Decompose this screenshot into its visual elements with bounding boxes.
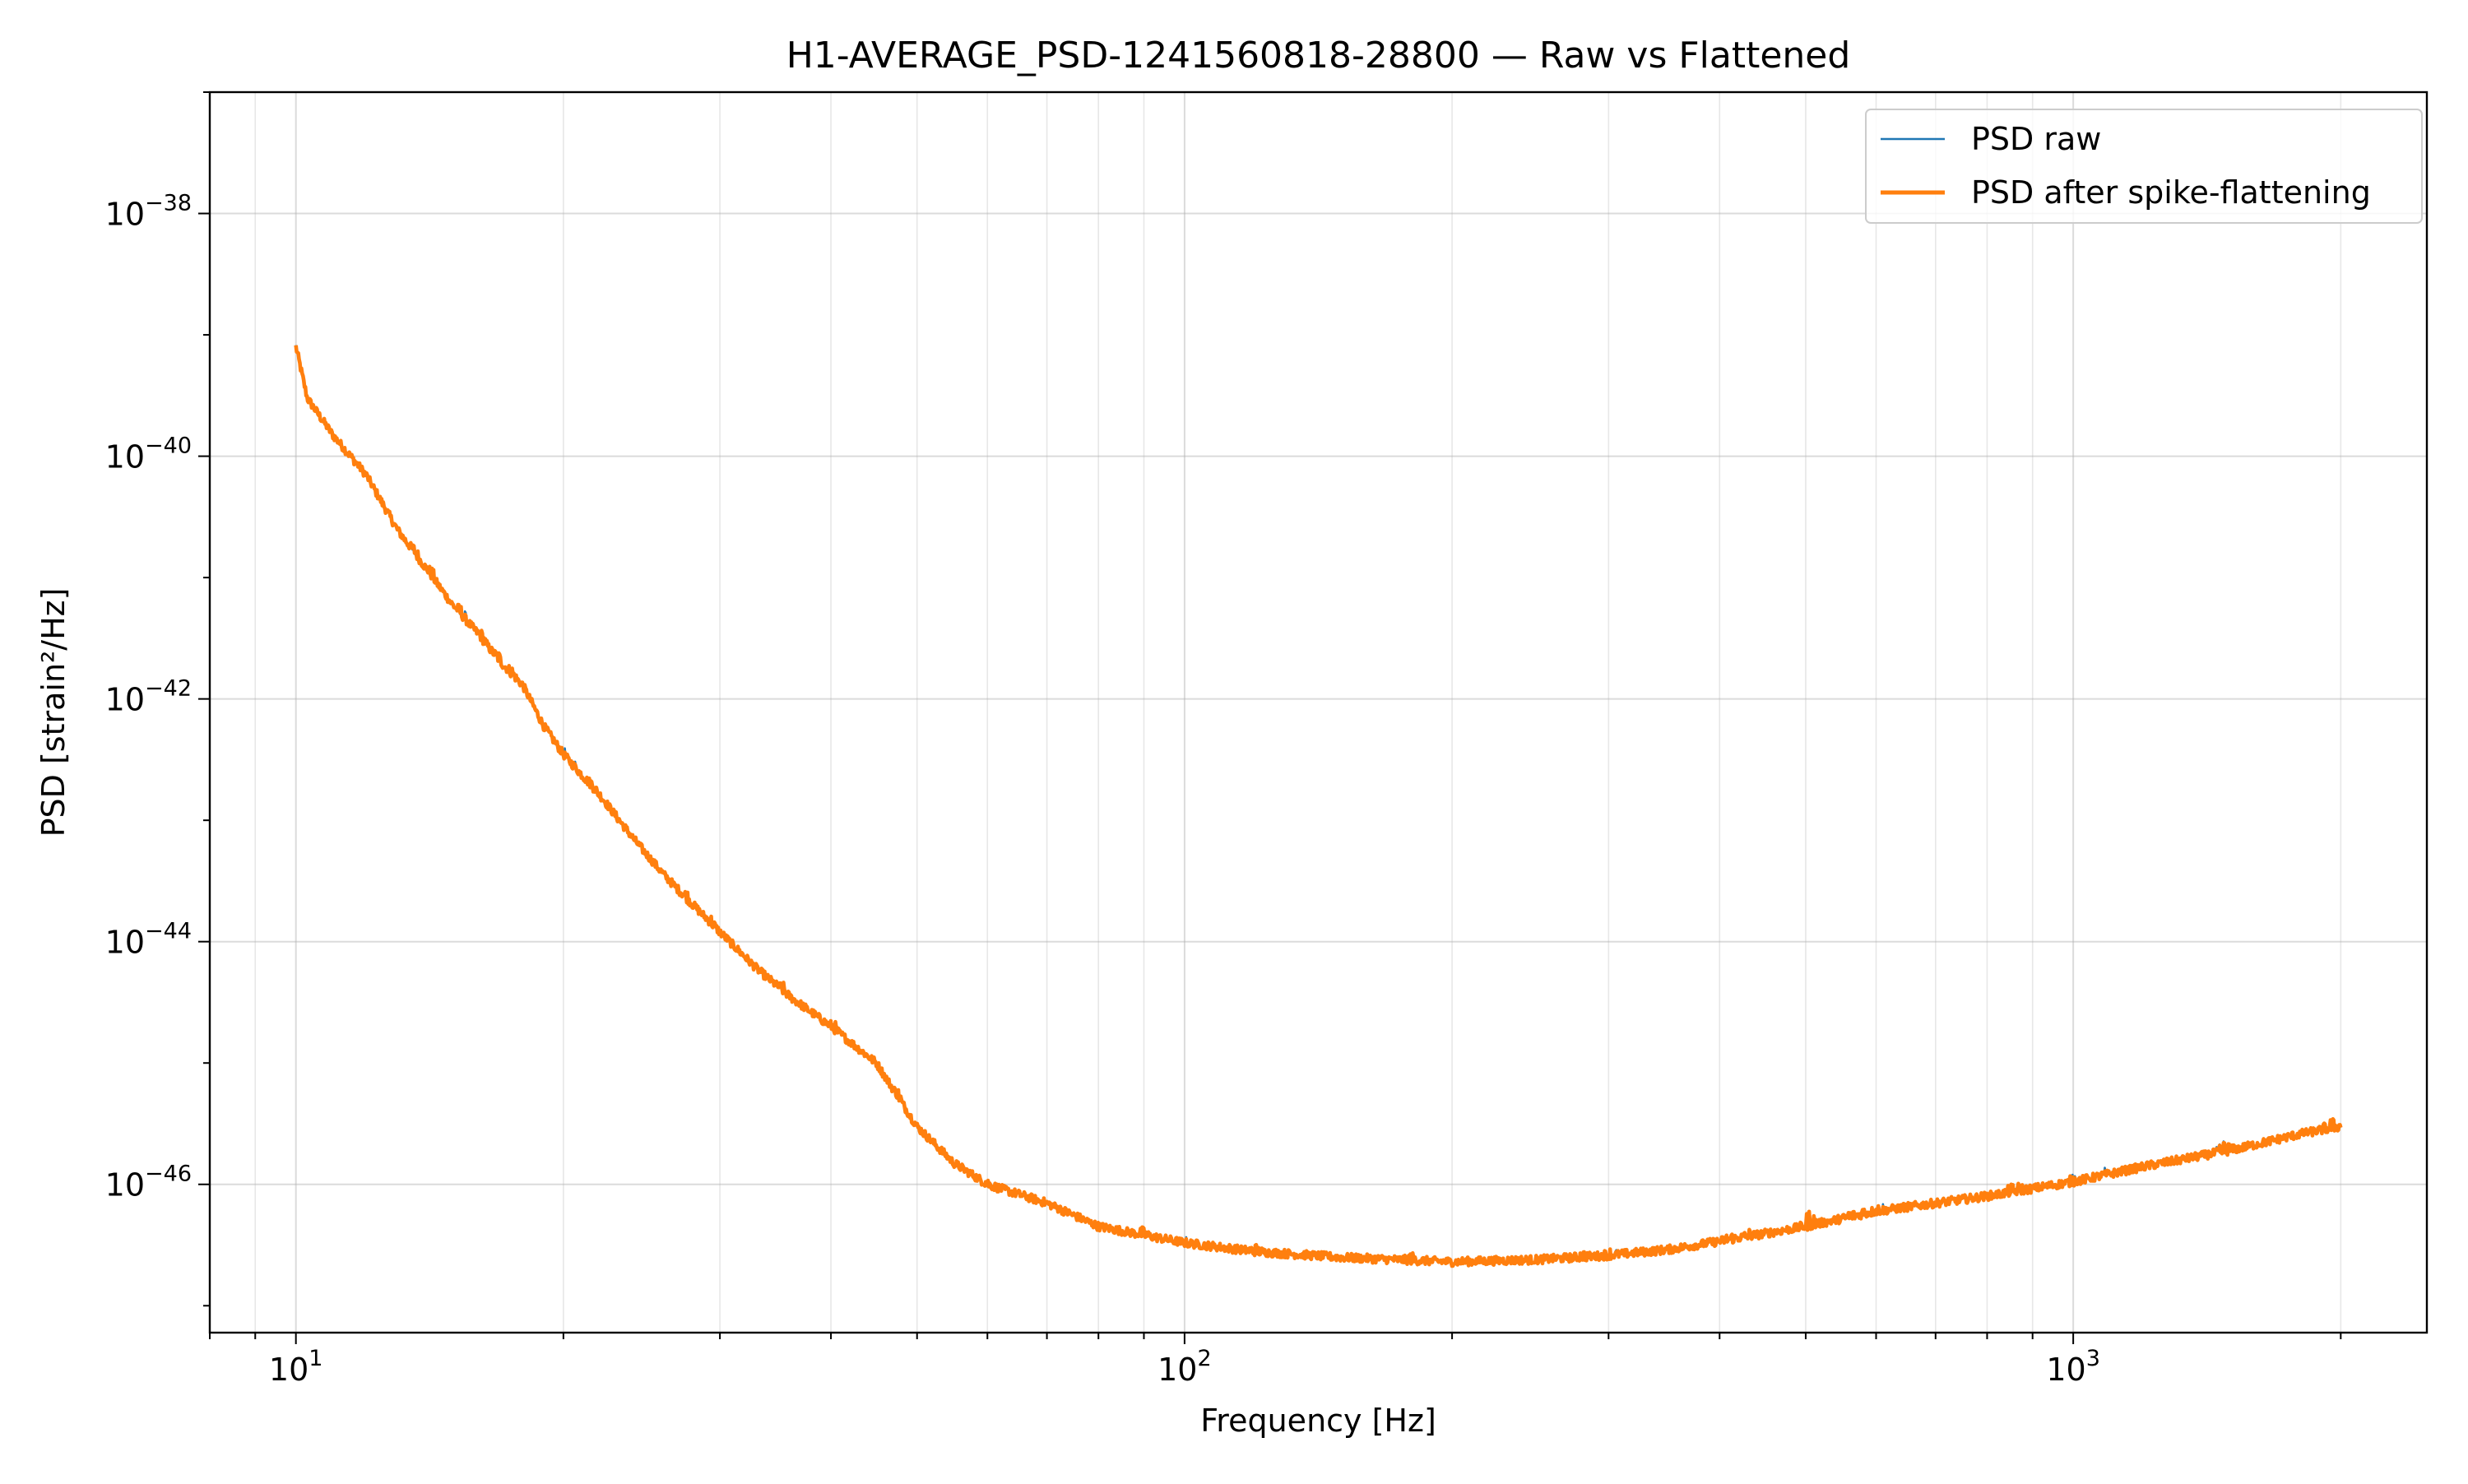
axis-ticks: 10−38 10−40 10−42 10−44 10−46 101 102 103 (105, 91, 2342, 1388)
y-tick-label: 10−40 (105, 434, 192, 475)
y-tick-label: 10−44 (105, 919, 192, 961)
x-tick-label: 102 (1157, 1346, 1212, 1388)
chart-title: H1-AVERAGE_PSD-1241560818-28800 — Raw vs… (786, 35, 1851, 77)
legend-label-flattened: PSD after spike-flattening (1971, 174, 2371, 211)
grid (209, 92, 2427, 1333)
series-lines (294, 345, 2343, 1268)
legend: PSD raw PSD after spike-flattening (1865, 109, 2423, 224)
x-axis-label: Frequency [Hz] (1200, 1403, 1436, 1439)
y-tick-label: 10−38 (105, 191, 192, 233)
axes-frame (208, 90, 2429, 1334)
legend-box (1865, 109, 2423, 224)
series-flattened-line (294, 345, 2343, 1268)
y-tick-label: 10−46 (105, 1162, 192, 1203)
y-tick-label: 10−42 (105, 676, 192, 718)
y-axis-label: PSD [strain²/Hz] (35, 588, 72, 837)
legend-label-raw: PSD raw (1971, 121, 2101, 157)
x-tick-label: 101 (269, 1346, 323, 1388)
x-tick-label: 103 (2046, 1346, 2100, 1388)
